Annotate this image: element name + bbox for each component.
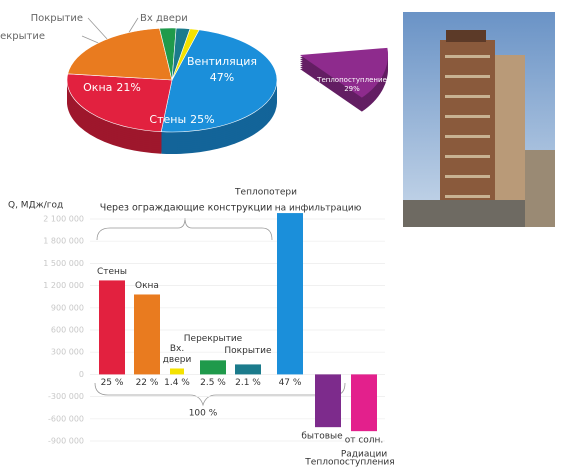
- pie-label-name: Стены: [149, 113, 186, 126]
- pie-label: Стены 25%: [149, 113, 214, 126]
- category-label: Окна: [135, 281, 159, 291]
- y-tick-label: 1 200 000: [43, 281, 84, 290]
- category-label: от солн.: [345, 436, 384, 446]
- category-label: Стены: [97, 267, 127, 277]
- y-tick-label: 600 000: [51, 326, 84, 335]
- pie-label: Окна 21%: [83, 81, 141, 94]
- envelope-label: Через ограждающие конструкции: [100, 203, 273, 214]
- pie-slice: [160, 29, 278, 133]
- bar: [134, 294, 160, 375]
- pie-label-name: Окна: [83, 81, 112, 94]
- share-label: 2.1 %: [235, 378, 261, 388]
- category-label: двери: [163, 355, 192, 365]
- y-tick-label: -600 000: [48, 414, 84, 423]
- bar: [200, 360, 226, 375]
- share-label: 1.4 %: [164, 378, 190, 388]
- pie-label: Покрытие: [31, 13, 83, 24]
- category-label: Покрытие: [224, 346, 272, 356]
- bar: [315, 374, 341, 428]
- total-label: 100 %: [189, 409, 218, 419]
- pie-slice: [171, 28, 200, 81]
- y-tick-label: 900 000: [51, 303, 84, 312]
- share-label: 25 %: [101, 378, 124, 388]
- share-label: 2.5 %: [200, 378, 226, 388]
- pie-label: Перекрытие: [0, 31, 45, 42]
- separate-slice-value: 29%: [344, 85, 360, 93]
- category-label: Радиации: [341, 450, 388, 460]
- photo: [403, 12, 555, 227]
- gains-label: Теплопоступления: [304, 458, 394, 468]
- category-label: Вх.: [170, 344, 184, 354]
- share-label: 47 %: [279, 378, 302, 388]
- y-tick-label: 2 100 000: [43, 215, 84, 224]
- y-tick-label: 300 000: [51, 348, 84, 357]
- y-tick-label: -900 000: [48, 437, 84, 446]
- share-label: 22 %: [136, 378, 159, 388]
- pie-slice: [66, 73, 173, 133]
- pie-slice: [67, 28, 173, 81]
- separate-slice: [300, 47, 388, 98]
- bar: [99, 280, 125, 375]
- y-tick-label: -300 000: [48, 392, 84, 401]
- y-axis-title: Q, МДж/год: [8, 201, 63, 211]
- pie-value-label: 25%: [190, 113, 214, 126]
- pie-value-label: 47%: [210, 71, 234, 84]
- pie-label: Вентиляция: [187, 55, 257, 68]
- category-label: Перекрытие: [184, 334, 243, 344]
- separate-slice-label: Теплопоступление: [316, 76, 387, 84]
- bar: [277, 213, 303, 375]
- y-tick-label: 1 500 000: [43, 259, 84, 268]
- category-label: Теплопотери: [234, 188, 297, 198]
- bar: [351, 374, 377, 432]
- y-tick-label: 0: [79, 370, 84, 379]
- bar: [170, 368, 184, 375]
- category-label: на инфильтрацию: [275, 204, 362, 214]
- pie-value-label: 21%: [116, 81, 140, 94]
- category-label: бытовые: [301, 432, 343, 442]
- pie-label: Вх двери: [140, 13, 188, 24]
- y-tick-label: 1 800 000: [43, 237, 84, 246]
- bar: [235, 364, 261, 375]
